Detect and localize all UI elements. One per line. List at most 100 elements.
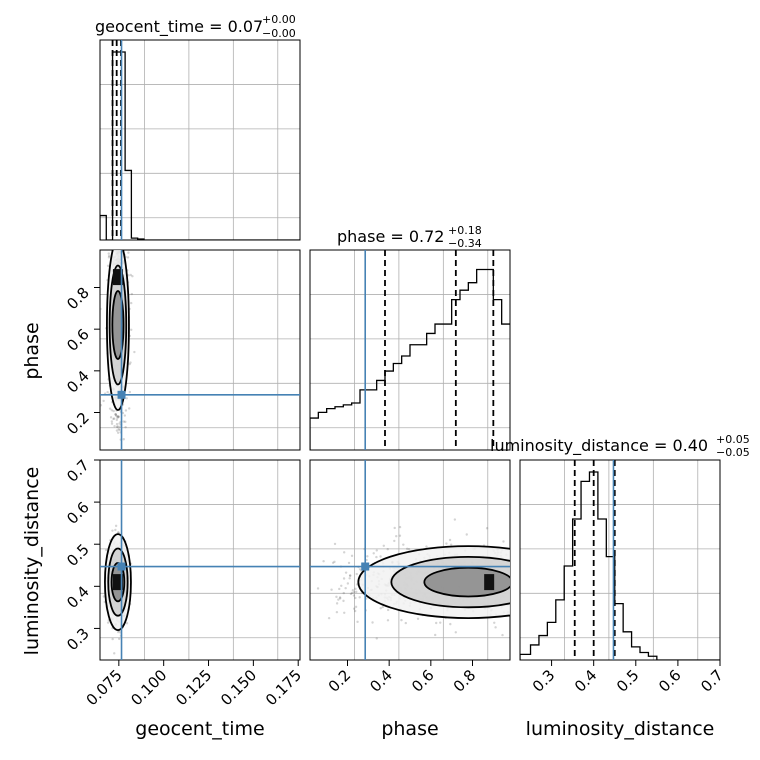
panel-frame	[309, 249, 511, 451]
sample-point	[347, 561, 351, 565]
density-core	[112, 574, 123, 591]
sample-point	[454, 631, 457, 634]
contour-level-2	[423, 566, 510, 598]
sample-point	[114, 413, 117, 416]
sample-point	[337, 598, 340, 601]
sample-point	[386, 619, 390, 622]
sample-point	[114, 524, 118, 528]
scatter-geocent_time-phase	[97, 250, 300, 450]
sample-point	[354, 605, 358, 609]
sample-point	[366, 555, 369, 558]
y-tick-label: 0.4	[63, 367, 93, 397]
sample-point	[351, 589, 355, 592]
sample-point	[133, 350, 136, 354]
sample-point	[116, 415, 119, 418]
y-tick-label: 0.2	[63, 409, 93, 439]
sample-point	[106, 264, 110, 268]
sample-point	[343, 611, 346, 614]
sample-point	[111, 529, 114, 532]
sample-point	[107, 256, 111, 259]
sample-point	[124, 409, 128, 412]
sample-point	[371, 621, 374, 624]
sample-point	[335, 602, 339, 605]
sample-point	[100, 307, 102, 311]
title-geocent-time-minus: −0.00	[262, 27, 296, 40]
sample-point	[109, 416, 113, 419]
sample-point	[348, 574, 352, 577]
sample-point	[406, 547, 409, 551]
sample-point	[375, 637, 378, 640]
sample-point	[118, 425, 121, 428]
truth-marker	[117, 562, 126, 571]
sample-point	[338, 596, 342, 599]
sample-point	[342, 551, 346, 554]
sample-point	[128, 390, 132, 394]
x-tick-label: 0.4	[366, 666, 396, 696]
sample-point	[346, 582, 350, 585]
x-tick-label: 0.075	[83, 666, 126, 709]
sample-point	[117, 637, 121, 641]
panel-2-2	[519, 459, 721, 661]
y-tick-label: 0.4	[63, 582, 93, 612]
sample-point	[104, 548, 108, 552]
sample-point	[344, 586, 347, 590]
y-tick-label: 0.7	[63, 456, 93, 486]
sample-point	[125, 397, 128, 400]
sample-point	[355, 572, 358, 576]
sample-point	[114, 528, 117, 532]
sample-point	[129, 273, 132, 277]
x-tick-label: 0.6	[408, 666, 438, 696]
density-core	[112, 269, 123, 286]
title-phase-minus: −0.34	[448, 237, 482, 250]
sample-point	[344, 571, 348, 574]
sample-point	[386, 548, 389, 551]
panel-1-0	[99, 249, 301, 451]
sample-point	[114, 413, 117, 416]
panel-frame	[519, 459, 721, 661]
sample-point	[342, 577, 346, 580]
y-tick-label: 0.5	[63, 540, 93, 570]
x-tick-label: 0.8	[450, 666, 480, 696]
sample-point	[97, 273, 99, 275]
histogram-luminosity_distance	[520, 460, 720, 660]
sample-point	[354, 587, 357, 591]
sample-point	[416, 617, 420, 620]
title-luminosity-distance-plus: +0.05	[716, 433, 750, 446]
sample-point	[342, 599, 345, 603]
sample-point	[115, 425, 119, 429]
y-tick-label: 0.6	[63, 498, 93, 528]
sample-point	[331, 561, 335, 564]
sample-point	[122, 438, 125, 441]
y-tick-label: 0.3	[63, 625, 93, 655]
sample-point	[117, 415, 120, 418]
sample-point	[115, 429, 119, 432]
sample-point	[386, 608, 390, 612]
sample-point	[116, 425, 119, 428]
sample-point	[372, 552, 375, 555]
sample-point	[352, 591, 356, 594]
sample-point	[404, 621, 407, 625]
sample-point	[114, 412, 117, 416]
sample-point	[350, 554, 354, 558]
sample-point	[352, 607, 356, 610]
sample-point	[117, 531, 120, 534]
truth-marker	[361, 562, 370, 571]
ylabel-phase: phase	[21, 322, 43, 379]
density-core	[484, 574, 495, 591]
sample-point	[358, 596, 361, 599]
title-geocent-time-plus: +0.00	[262, 13, 296, 26]
sample-point	[395, 534, 398, 538]
sample-point	[356, 620, 359, 624]
sample-point	[127, 251, 130, 254]
x-tick-label: 0.100	[127, 666, 170, 709]
x-tick-label: 0.7	[697, 666, 727, 696]
sample-point	[100, 404, 103, 407]
sample-point	[115, 414, 118, 418]
sample-point	[102, 399, 105, 403]
panel-1-1	[309, 249, 511, 451]
sample-point	[493, 621, 496, 624]
sample-point	[116, 431, 120, 434]
histogram-phase	[310, 250, 510, 450]
panel-frame	[99, 39, 301, 241]
